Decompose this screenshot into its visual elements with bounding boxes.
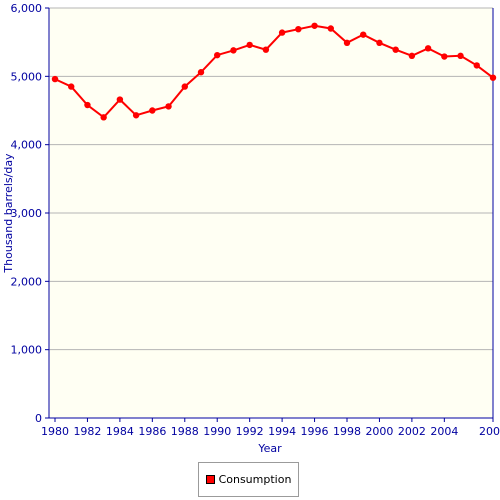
data-point — [230, 47, 237, 54]
y-tick-label: 4,000 — [11, 139, 43, 152]
x-tick-label: 1980 — [41, 425, 69, 438]
data-point — [132, 112, 140, 119]
y-tick-label: 2,000 — [11, 275, 43, 288]
data-point — [311, 22, 318, 29]
data-point — [327, 25, 334, 32]
x-tick-label: 1990 — [203, 425, 231, 438]
data-point — [68, 83, 75, 90]
y-axis-label: Thousand barrels/day — [2, 153, 15, 274]
data-point — [489, 74, 497, 81]
data-point — [100, 114, 107, 121]
data-point — [408, 52, 416, 60]
x-tick-label: 1998 — [333, 425, 361, 438]
data-point — [197, 69, 205, 76]
data-point — [262, 46, 270, 53]
data-point — [51, 75, 59, 83]
x-axis-ticks: 1980 1982 1984 1986 1988 1990 1992 1994 1996 1998… — [41, 418, 500, 438]
x-axis-label: Year — [257, 442, 282, 455]
data-point — [84, 101, 91, 109]
y-tick-label: 6,000 — [11, 2, 43, 15]
x-tick-label: 2000 — [365, 425, 393, 438]
data-point — [457, 52, 464, 60]
series-consumption — [51, 22, 497, 121]
data-point — [343, 39, 351, 47]
data-point — [246, 41, 253, 49]
y-tick-label: 1,000 — [11, 344, 43, 357]
data-point — [473, 62, 480, 69]
x-tick-label: 1988 — [171, 425, 199, 438]
data-point — [360, 31, 367, 38]
data-point — [376, 39, 383, 47]
x-tick-label: 1996 — [301, 425, 329, 438]
data-point — [295, 25, 302, 33]
data-point — [214, 51, 221, 59]
data-point — [165, 103, 172, 110]
data-point — [278, 29, 286, 36]
y-tick-label: 5,000 — [11, 70, 43, 83]
data-point — [441, 53, 448, 60]
x-tick-label: 1994 — [268, 425, 296, 438]
y-tick-label: 3,000 — [11, 207, 43, 220]
legend: Consumption — [198, 462, 299, 497]
y-axis-ticks: 0 1,000 2,000 3,000 4,000 5,000 6,000 — [11, 2, 49, 425]
x-tick-label: 1984 — [106, 425, 134, 438]
x-tick-label: 2002 — [398, 425, 426, 438]
y-tick-label: 0 — [35, 412, 42, 425]
data-point — [424, 45, 432, 52]
series-line — [54, 24, 494, 119]
legend-swatch-consumption — [205, 475, 215, 484]
x-tick-label: 2007 — [479, 425, 500, 438]
x-tick-label: 1986 — [138, 425, 166, 438]
data-point — [181, 83, 188, 90]
data-point — [116, 96, 124, 103]
gridlines — [49, 7, 493, 351]
x-tick-label: 2004 — [430, 425, 458, 438]
data-point — [149, 107, 156, 114]
x-tick-label: 1992 — [236, 425, 264, 438]
legend-label-consumption: Consumption — [218, 473, 292, 486]
data-point — [392, 46, 399, 53]
x-tick-label: 1982 — [73, 425, 101, 438]
